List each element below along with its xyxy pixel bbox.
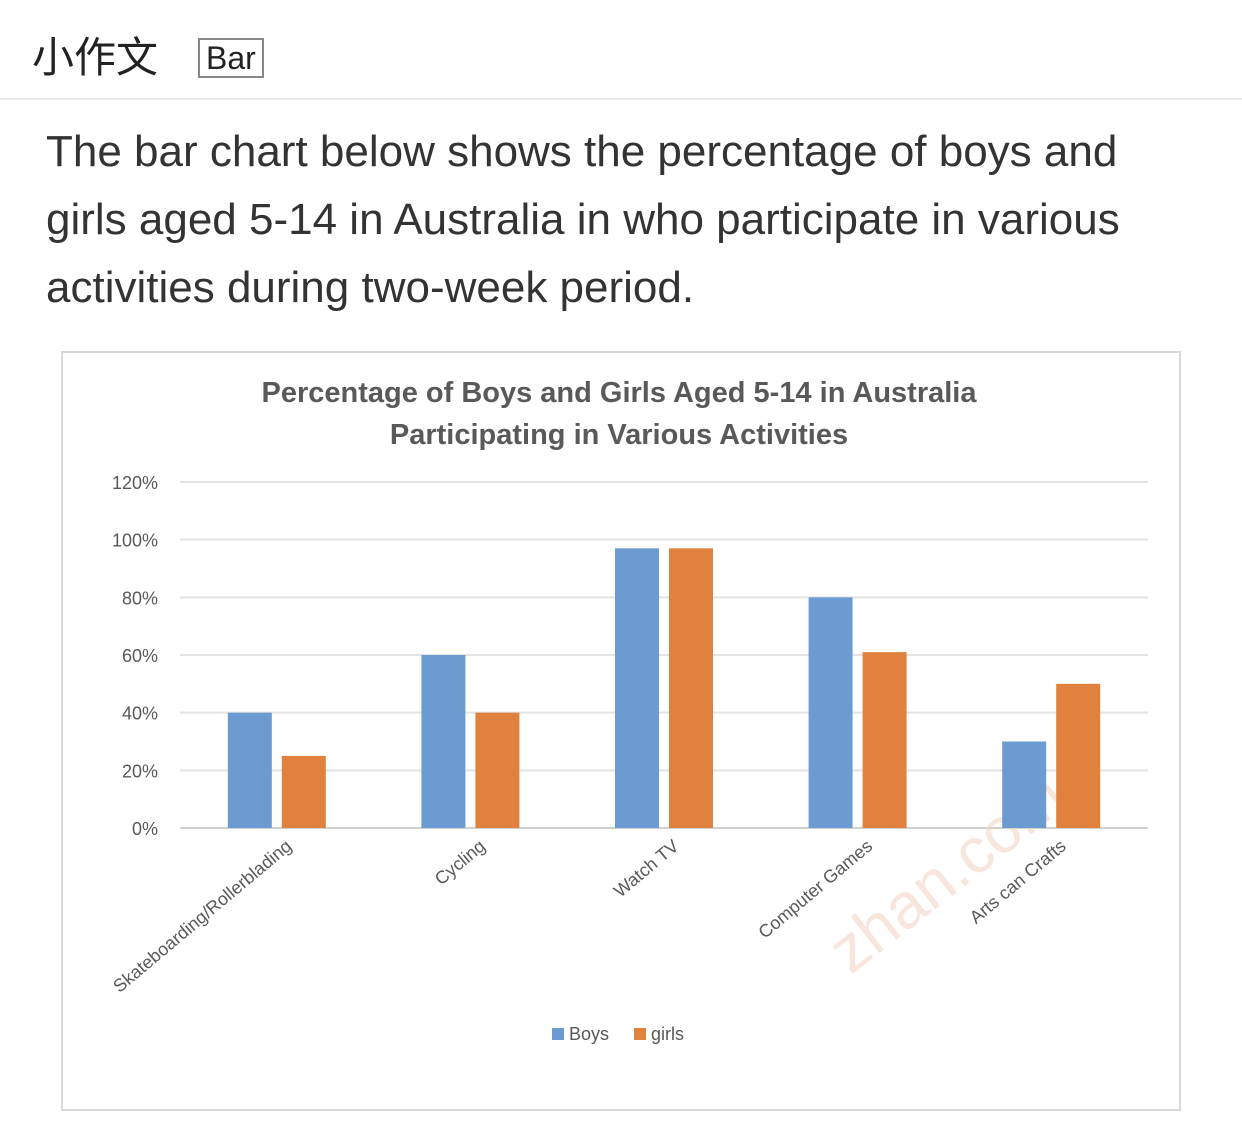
bar-girls-4 xyxy=(1056,683,1101,828)
bar-girls-2 xyxy=(669,548,713,828)
bar-boys-1 xyxy=(421,655,466,828)
task-prompt: The bar chart below shows the percentage… xyxy=(46,127,1120,312)
y-tick-label: 0% xyxy=(132,819,158,839)
category-tag[interactable]: Bar xyxy=(198,38,264,78)
y-tick-label: 100% xyxy=(112,531,158,551)
y-axis-ticks: 0% 20% 40% 60% 80% 100% 120% xyxy=(112,473,158,839)
legend-swatch-boys xyxy=(552,1028,564,1040)
gridlines xyxy=(180,481,1148,829)
bar-girls-3 xyxy=(862,652,907,828)
y-tick-label: 80% xyxy=(122,588,158,608)
bar-girls-1 xyxy=(475,712,520,828)
bar-boys-4 xyxy=(1002,741,1047,828)
bar-chart: Percentage of Boys and Girls Aged 5-14 i… xyxy=(61,351,1181,1111)
chart-image: Percentage of Boys and Girls Aged 5-14 i… xyxy=(60,350,1182,1112)
chart-title-line2: Participating in Various Activities xyxy=(390,419,848,451)
chart-title-line1: Percentage of Boys and Girls Aged 5-14 i… xyxy=(261,377,977,409)
y-tick-label: 120% xyxy=(112,473,158,493)
bar-boys-0 xyxy=(227,712,272,828)
y-tick-label: 60% xyxy=(122,646,158,666)
y-tick-label: 20% xyxy=(122,761,158,781)
y-tick-label: 40% xyxy=(122,704,158,724)
bar-boys-2 xyxy=(615,548,659,828)
legend-swatch-girls xyxy=(634,1028,646,1040)
legend-label-boys: Boys xyxy=(569,1024,609,1044)
legend-label-girls: girls xyxy=(651,1024,684,1044)
legend: Boys girls xyxy=(552,1024,684,1044)
page-title: 小作文 xyxy=(32,33,159,82)
bars xyxy=(227,548,1101,828)
bar-boys-3 xyxy=(808,597,853,828)
bar-girls-0 xyxy=(281,755,326,828)
page-header: 小作文 Bar xyxy=(0,0,1242,100)
